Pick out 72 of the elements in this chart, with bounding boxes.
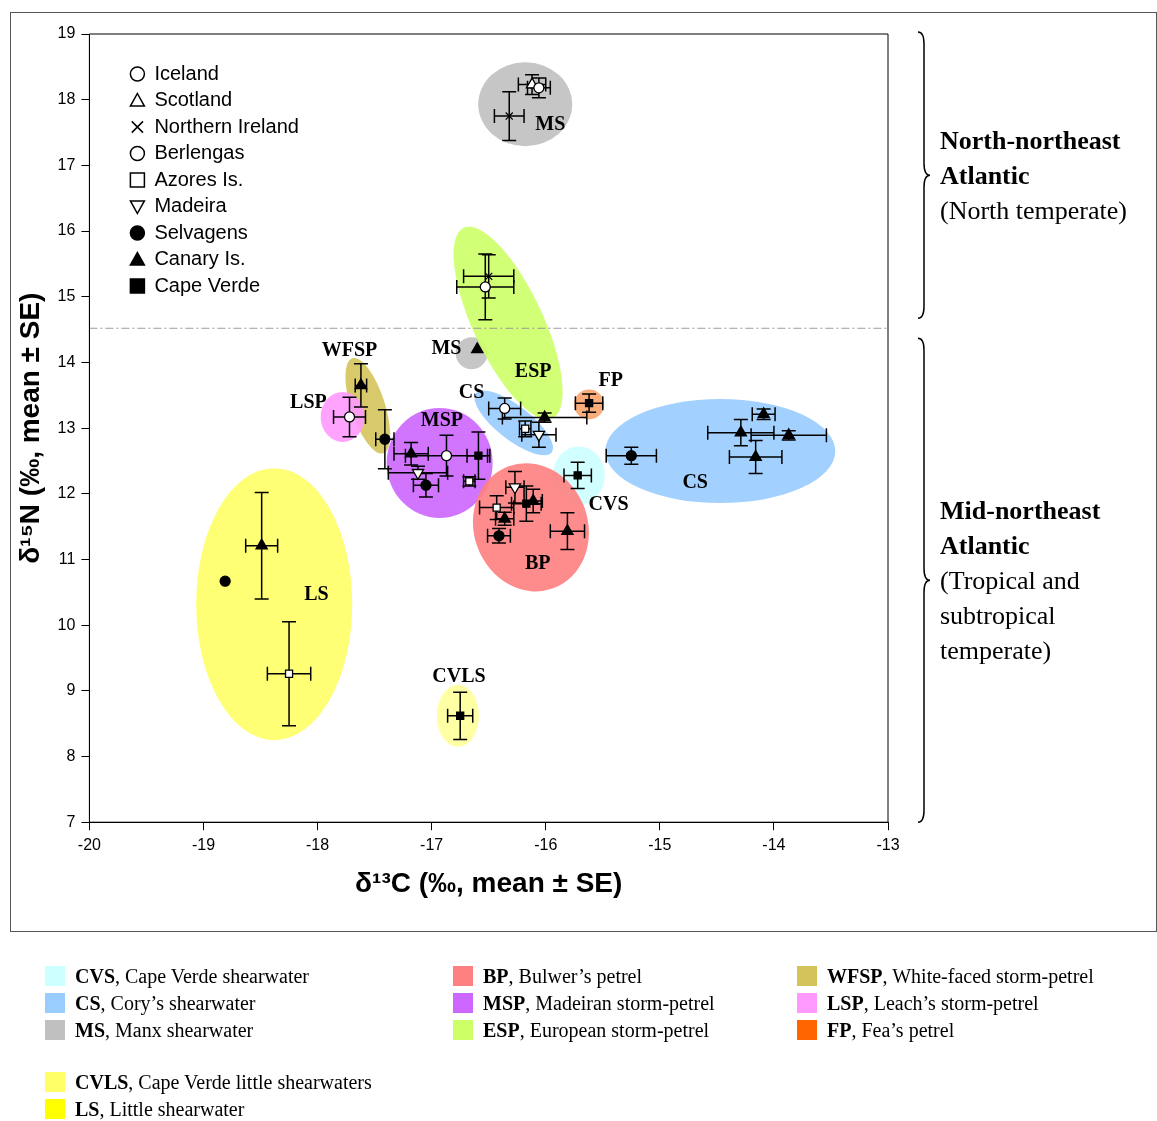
x-tick-label: -13 [876, 836, 900, 854]
legend-label: Madeira [154, 194, 228, 217]
y-tick-label: 7 [66, 812, 76, 830]
point [533, 82, 545, 94]
legend-label: Iceland [154, 61, 219, 84]
text: ESP, European storm-petrel [483, 1018, 710, 1041]
text: CVS, Cape Verde shearwater [75, 964, 309, 987]
annotation: BP [524, 550, 551, 573]
legend-label: Northern Ireland [154, 114, 299, 137]
legend-label: Cape Verde [154, 273, 261, 296]
y-tick-label: 8 [66, 746, 76, 764]
legend-label: Berlengas [154, 141, 245, 164]
annotation: CS [682, 469, 708, 492]
annotation: LSP [290, 389, 327, 412]
annotation: MS [431, 336, 462, 359]
text: WFSP, White-faced storm-petrel [827, 964, 1094, 987]
x-tick-label: -17 [420, 836, 444, 854]
text: (North temperate) [940, 194, 1128, 227]
text: CS, Cory’s shearwater [75, 991, 256, 1014]
x-axis-title: δ¹³C (‰, mean ± SE) [355, 866, 623, 898]
x-tick-label: -18 [306, 836, 330, 854]
annotation: ESP [514, 358, 552, 381]
y-tick-label: 19 [57, 24, 76, 42]
annotation: CVS [588, 492, 629, 515]
text: LSP, Leach’s storm-petrel [827, 991, 1039, 1014]
legend-label: Azores Is. [154, 167, 244, 190]
legend-label: Canary Is. [154, 247, 246, 270]
legend-label: Scotland [154, 88, 233, 111]
x-tick-label: -19 [191, 836, 216, 854]
y-axis-title: δ¹⁵N (‰, mean ± SE) [13, 292, 45, 564]
y-tick-label: 9 [66, 681, 76, 699]
point [474, 451, 483, 460]
point [354, 378, 368, 390]
y-tick-label: 14 [57, 352, 76, 370]
y-tick-label: 12 [57, 484, 76, 502]
point [404, 446, 418, 458]
text: FP, Fea’s petrel [827, 1018, 955, 1041]
annotation: WFSP [321, 337, 378, 360]
annotation: MSP [420, 408, 464, 431]
annotation: LS [304, 582, 329, 605]
text: CVLS, Cape Verde little shearwaters [75, 1070, 372, 1093]
text: MSP, Madeiran storm-petrel [483, 991, 715, 1014]
x-tick-label: -20 [77, 836, 102, 854]
annotation: CVLS [432, 663, 486, 686]
text: BP, Bulwer’s petrel [483, 964, 643, 987]
point [455, 711, 465, 720]
annotation: CS [458, 379, 485, 402]
x-tick-label: -14 [762, 836, 786, 854]
point [440, 450, 453, 462]
y-tick-label: 13 [57, 418, 76, 436]
text: (Tropical and subtropical temperate) [940, 564, 1081, 667]
text: LS, Little shearwater [75, 1097, 245, 1120]
x-tick-label: -15 [648, 836, 672, 854]
annotation: MS [535, 111, 566, 134]
y-tick-label: 16 [57, 221, 76, 239]
legend-label: Selvagens [154, 220, 248, 243]
x-tick-label: -16 [534, 836, 558, 854]
text: MS, Manx shearwater [75, 1018, 254, 1041]
y-tick-label: 10 [57, 615, 76, 633]
point [379, 433, 391, 445]
y-tick-label: 18 [57, 90, 76, 108]
y-tick-label: 17 [57, 155, 76, 173]
text: Mid-northeast Atlantic [940, 494, 1102, 562]
text: North-northeast Atlantic [940, 124, 1122, 192]
point [573, 471, 582, 480]
point [219, 575, 231, 587]
point [343, 411, 356, 423]
y-tick-label: 11 [58, 549, 76, 567]
point [625, 450, 637, 462]
y-tick-label: 15 [57, 287, 76, 305]
point [499, 402, 511, 415]
annotation: FP [598, 367, 623, 390]
